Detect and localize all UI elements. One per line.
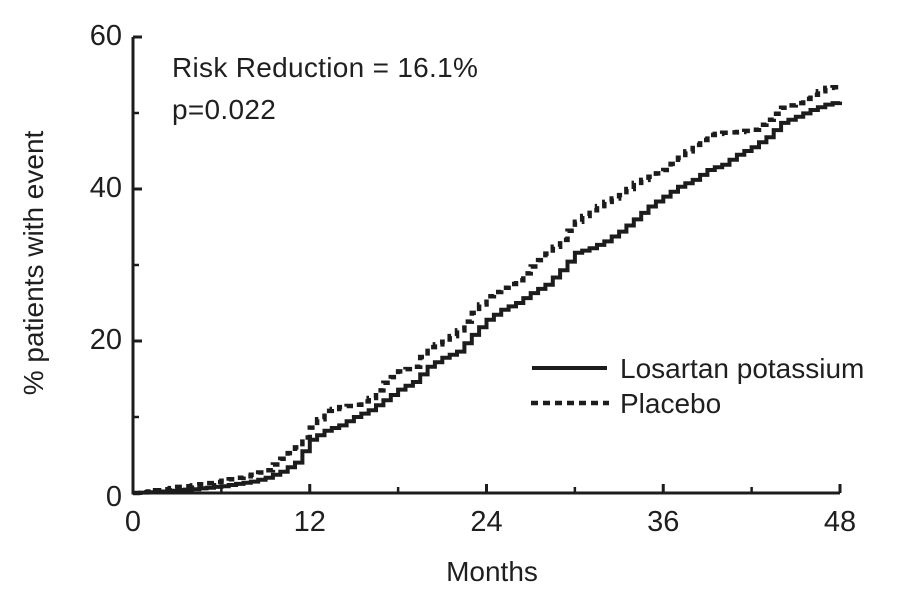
series-line-losartan-potassium — [133, 101, 842, 495]
x-tick-label-36: 36 — [647, 506, 680, 538]
p-value-annotation: p=0.022 — [172, 94, 277, 125]
x-tick-label-48: 48 — [823, 506, 857, 538]
legend-label-losartan: Losartan potassium — [620, 353, 865, 384]
x-tick-label-0: 0 — [124, 506, 142, 538]
x-tick-label-24: 24 — [470, 506, 503, 538]
y-tick-label-0: 0 — [105, 480, 122, 513]
y-tick-label-40: 40 — [89, 171, 122, 204]
y-tick-label-60: 60 — [89, 19, 122, 52]
legend-label-placebo: Placebo — [620, 388, 722, 419]
x-axis-title: Months — [446, 556, 538, 587]
x-tick-label-12: 12 — [293, 506, 326, 538]
risk-reduction-annotation: Risk Reduction = 16.1% — [172, 52, 479, 83]
series-line-placebo — [133, 84, 843, 496]
y-tick-label-20: 20 — [89, 323, 122, 356]
